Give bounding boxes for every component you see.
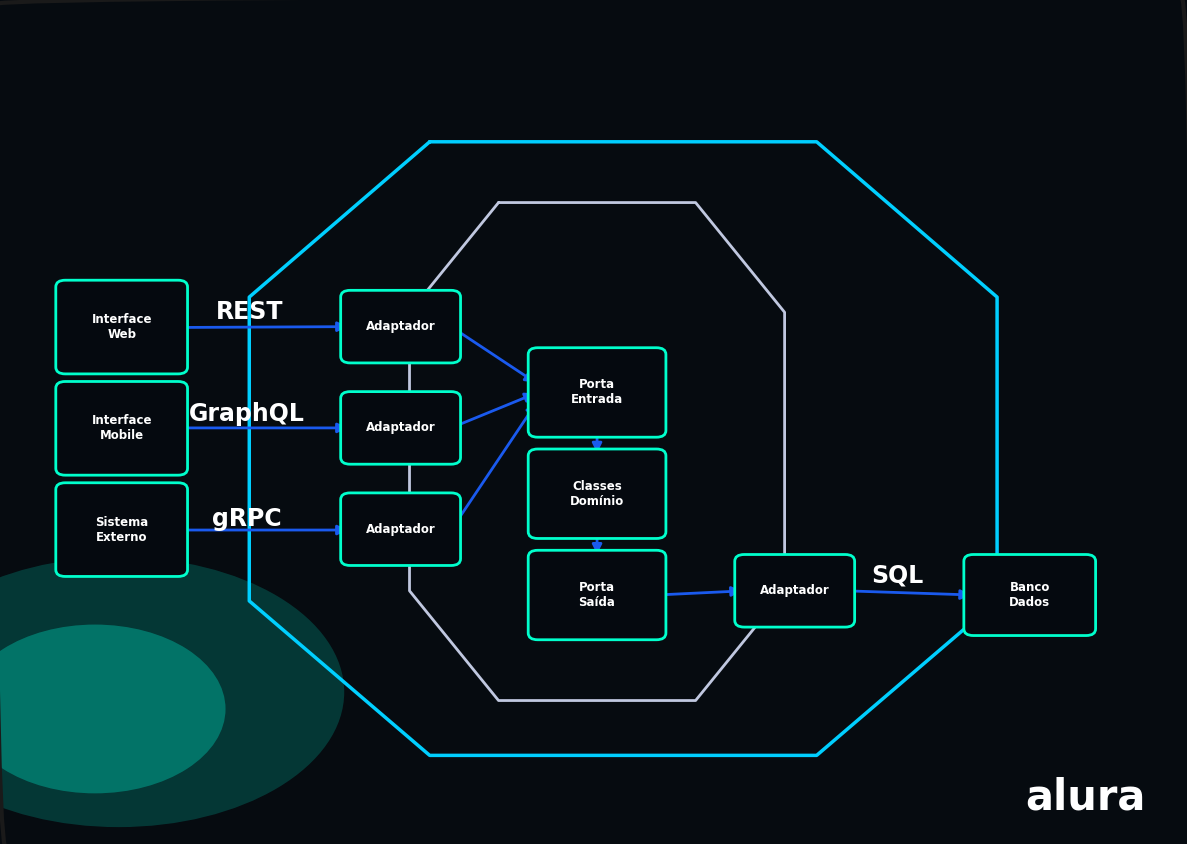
- FancyBboxPatch shape: [735, 555, 855, 627]
- Text: Classes
Domínio: Classes Domínio: [570, 479, 624, 508]
- FancyBboxPatch shape: [56, 483, 188, 576]
- FancyBboxPatch shape: [528, 550, 666, 640]
- Text: Adaptador: Adaptador: [760, 584, 830, 598]
- Text: gRPC: gRPC: [212, 507, 281, 531]
- Text: REST: REST: [216, 300, 283, 324]
- FancyBboxPatch shape: [56, 381, 188, 475]
- Text: Banco
Dados: Banco Dados: [1009, 581, 1050, 609]
- Text: Interface
Web: Interface Web: [91, 313, 152, 341]
- FancyBboxPatch shape: [528, 449, 666, 538]
- FancyBboxPatch shape: [341, 392, 461, 464]
- Text: Sistema
Externo: Sistema Externo: [95, 516, 148, 544]
- Ellipse shape: [0, 625, 226, 793]
- FancyBboxPatch shape: [56, 280, 188, 374]
- Text: alura: alura: [1026, 776, 1145, 819]
- Text: SQL: SQL: [871, 564, 923, 587]
- FancyBboxPatch shape: [528, 348, 666, 437]
- Text: GraphQL: GraphQL: [189, 402, 305, 425]
- Ellipse shape: [0, 557, 344, 827]
- Text: Interface
Mobile: Interface Mobile: [91, 414, 152, 442]
- FancyBboxPatch shape: [964, 555, 1096, 636]
- Text: Adaptador: Adaptador: [366, 522, 436, 536]
- Text: Porta
Entrada: Porta Entrada: [571, 378, 623, 407]
- Text: Adaptador: Adaptador: [366, 320, 436, 333]
- Text: Adaptador: Adaptador: [366, 421, 436, 435]
- Text: Porta
Saída: Porta Saída: [578, 581, 616, 609]
- FancyBboxPatch shape: [341, 493, 461, 565]
- FancyBboxPatch shape: [341, 290, 461, 363]
